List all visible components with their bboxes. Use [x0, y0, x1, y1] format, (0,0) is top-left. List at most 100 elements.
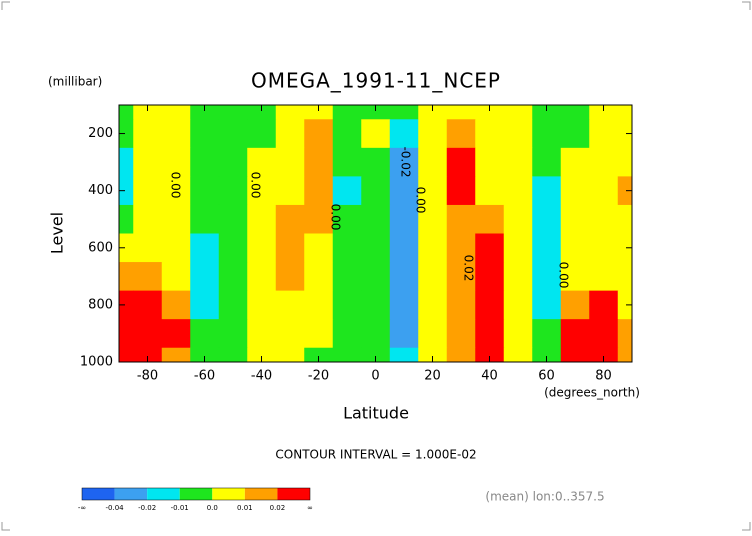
colorbar-label: -0.02	[138, 504, 156, 512]
x-tick-label: -80	[137, 369, 158, 384]
contour-cell	[361, 262, 391, 292]
contour-cell	[275, 319, 305, 349]
contour-field	[119, 105, 633, 363]
contour-cell	[589, 176, 619, 206]
contour-cell	[332, 233, 362, 263]
contour-cell	[119, 105, 134, 120]
contour-label: 0.02	[462, 255, 476, 282]
contour-cell	[247, 290, 277, 320]
contour-cell	[304, 233, 334, 263]
colorbar-swatch	[114, 488, 148, 500]
contour-cell	[304, 262, 334, 292]
contour-cell	[617, 233, 633, 263]
x-tick-label: -20	[308, 369, 329, 384]
contour-cell	[133, 290, 163, 320]
contour-label: 0.00	[329, 204, 343, 231]
contour-cell	[304, 347, 334, 363]
colorbar-swatch	[179, 488, 213, 500]
contour-cell	[418, 290, 448, 320]
colorbar-label: -0.01	[171, 504, 189, 512]
contour-cell	[389, 290, 419, 320]
colorbar-label: ∞	[307, 504, 313, 512]
contour-cell	[617, 176, 633, 206]
x-tick-label: 20	[424, 369, 441, 384]
contour-cell	[475, 119, 505, 149]
contour-cell	[503, 119, 533, 149]
contour-cell	[503, 204, 533, 234]
y-tick-label: 400	[88, 183, 113, 198]
x-unit: (degrees_north)	[544, 386, 640, 400]
colorbar-frame	[81, 487, 311, 501]
contour-cell	[133, 105, 163, 120]
contour-cell	[247, 262, 277, 292]
contour-cell	[503, 319, 533, 349]
contour-interval: CONTOUR INTERVAL = 1.000E-02	[275, 448, 476, 462]
contour-cell	[446, 233, 476, 263]
contour-cell	[133, 119, 163, 149]
contour-cell	[446, 347, 476, 363]
contour-cell	[503, 176, 533, 206]
contour-cell	[532, 105, 562, 120]
contour-cell	[332, 347, 362, 363]
contour-cell	[304, 319, 334, 349]
contour-cell	[275, 147, 305, 177]
contour-cell	[475, 262, 505, 292]
contour-cell	[161, 233, 191, 263]
contour-cell	[560, 119, 590, 149]
colorbar-label: 0.01	[237, 504, 253, 512]
contour-cell	[332, 319, 362, 349]
contour-cell	[133, 204, 163, 234]
contour-cell	[190, 347, 220, 363]
y-unit: (millibar)	[48, 75, 102, 89]
contour-cell	[161, 290, 191, 320]
contour-cell	[275, 262, 305, 292]
colorbar-swatch	[212, 488, 245, 500]
contour-cell	[218, 204, 248, 234]
x-tick-label: 40	[481, 369, 498, 384]
contour-cell	[446, 319, 476, 349]
contour-cell	[389, 105, 419, 120]
contour-cell	[589, 319, 619, 349]
contour-cell	[332, 262, 362, 292]
contour-cell	[218, 105, 248, 120]
contour-cell	[589, 347, 619, 363]
contour-cell	[475, 176, 505, 206]
contour-label: 0.00	[249, 172, 263, 199]
contour-cell	[617, 119, 633, 149]
contour-cell	[589, 119, 619, 149]
y-axis-label: Level	[48, 212, 67, 254]
contour-cell	[361, 105, 391, 120]
contour-cell	[475, 319, 505, 349]
contour-cell	[560, 319, 590, 349]
contour-cell	[119, 319, 134, 349]
contour-cell	[475, 204, 505, 234]
contour-cell	[389, 233, 419, 263]
contour-cell	[589, 147, 619, 177]
contour-cell	[589, 262, 619, 292]
contour-cell	[389, 319, 419, 349]
x-tick-label: -40	[251, 369, 272, 384]
contour-cell	[218, 147, 248, 177]
contour-cell	[503, 290, 533, 320]
contour-cell	[389, 347, 419, 363]
contour-cell	[389, 147, 419, 177]
contour-cell	[589, 233, 619, 263]
contour-cell	[617, 105, 633, 120]
contour-cell	[617, 347, 633, 363]
contour-cell	[532, 147, 562, 177]
contour-cell	[532, 319, 562, 349]
contour-cell	[446, 290, 476, 320]
contour-cell	[247, 347, 277, 363]
contour-cell	[304, 119, 334, 149]
colorbar-label: -0.04	[106, 504, 125, 512]
contour-cell	[161, 176, 191, 206]
contour-cell	[532, 204, 562, 234]
contour-cell	[218, 176, 248, 206]
contour-cell	[218, 347, 248, 363]
y-tick-label: 1000	[80, 355, 113, 370]
contour-cell	[133, 176, 163, 206]
contour-label: 0.00	[414, 187, 428, 214]
contour-label: 0.00	[169, 172, 183, 199]
